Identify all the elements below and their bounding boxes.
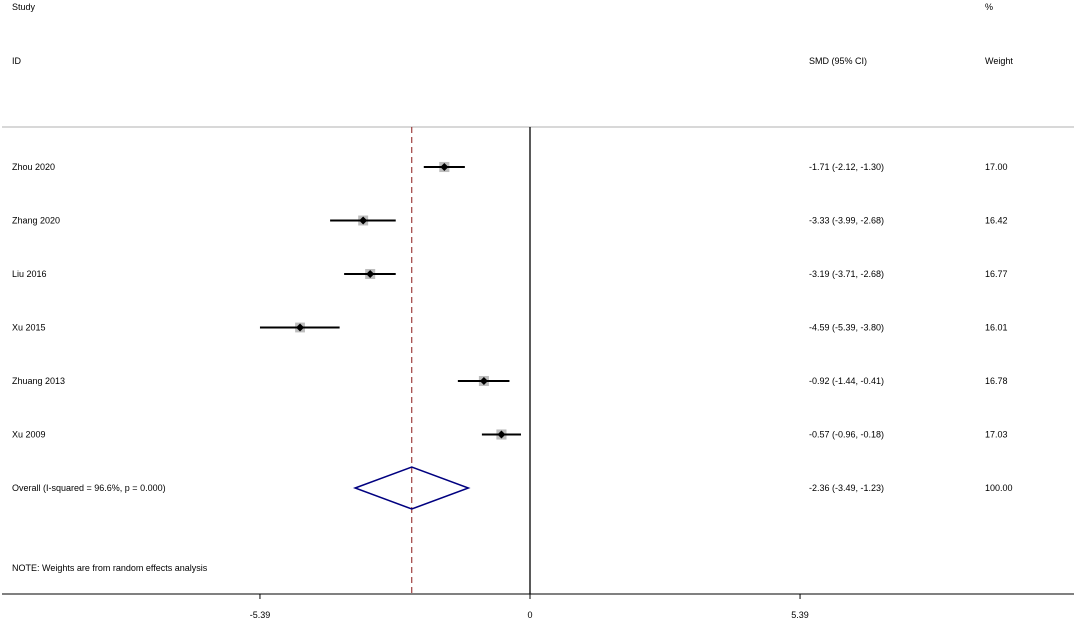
weight-text: 17.00 [985,162,1008,172]
header-weight-label: Weight [985,56,1013,66]
point-estimate-marker [497,430,506,439]
ci-text: -0.57 (-0.96, -0.18) [809,430,884,440]
ci-text: -3.33 (-3.99, -2.68) [809,216,884,226]
study-label: Zhou 2020 [12,162,55,172]
weight-text: 16.77 [985,269,1008,279]
header-effect-label: SMD (95% CI) [809,56,867,66]
study-label: Liu 2016 [12,269,47,279]
x-tick-label: -5.39 [250,610,271,620]
weight-text: 16.78 [985,376,1008,386]
ci-text: -3.19 (-3.71, -2.68) [809,269,884,279]
study-label: Xu 2009 [12,430,46,440]
ci-text: -1.71 (-2.12, -1.30) [809,162,884,172]
weight-text: 16.42 [985,216,1008,226]
point-estimate-marker [440,163,449,171]
x-tick-label: 5.39 [791,610,809,620]
study-row: Xu 2009 -0.57 (-0.96, -0.18) 17.03 [12,429,1008,440]
header-study-label: Study [12,2,36,12]
reference-lines [411,127,531,594]
header-id-label: ID [12,56,22,66]
study-row: Zhou 2020 -1.71 (-2.12, -1.30) 17.00 [12,161,1008,173]
header-weight-percent-label: % [985,2,993,12]
overall-ci-text: -2.36 (-3.49, -1.23) [809,483,884,493]
study-label: Zhuang 2013 [12,376,65,386]
study-label: Zhang 2020 [12,216,60,226]
weight-text: 16.01 [985,323,1008,333]
point-estimate-marker [296,323,305,332]
point-estimate-marker [479,377,488,385]
overall-label: Overall (I-squared = 96.6%, p = 0.000) [12,483,166,493]
ci-text: -4.59 (-5.39, -3.80) [809,323,884,333]
study-row: Zhang 2020 -3.33 (-3.99, -2.68) 16.42 [12,216,1008,226]
weight-text: 17.03 [985,430,1008,440]
ci-text: -0.92 (-1.44, -0.41) [809,376,884,386]
note-text: NOTE: Weights are from random effects an… [12,563,208,573]
study-row: Liu 2016 -3.19 (-3.71, -2.68) 16.77 [12,268,1008,280]
x-axis: -5.39 0 5.39 [2,593,1074,620]
point-estimate-marker [366,270,375,278]
study-row: Xu 2015 -4.59 (-5.39, -3.80) 16.01 [12,323,1008,333]
overall-weight-text: 100.00 [985,483,1013,493]
x-tick-label: 0 [527,610,532,620]
study-label: Xu 2015 [12,323,46,333]
overall-row: Overall (I-squared = 96.6%, p = 0.000) -2… [12,466,1013,510]
study-row: Zhuang 2013 -0.92 (-1.44, -0.41) 16.78 [12,375,1008,387]
point-estimate-marker [359,216,368,225]
overall-diamond [352,466,471,510]
study-rows: Zhou 2020 -1.71 (-2.12, -1.30) 17.00 Zhang … [12,161,1008,440]
